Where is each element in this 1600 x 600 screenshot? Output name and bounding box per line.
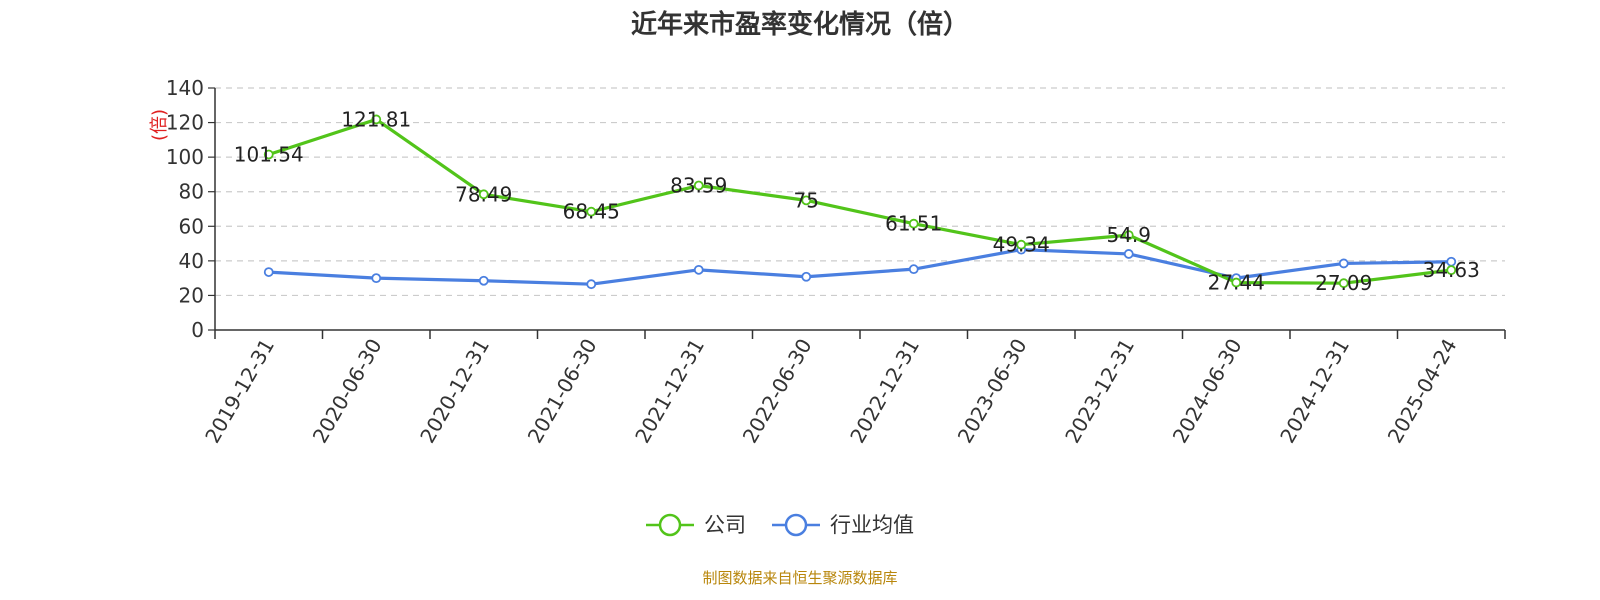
series-1-point[interactable]: [1123, 249, 1134, 259]
series-1-point[interactable]: [478, 275, 489, 286]
source-note: 制图数据来自恒生聚源数据库: [702, 569, 897, 587]
y-tick-label: 60: [179, 214, 204, 238]
series-0-point[interactable]: [263, 149, 274, 160]
series-0-point[interactable]: [371, 114, 382, 125]
series-1-point[interactable]: [586, 279, 597, 290]
series-1-point[interactable]: [693, 264, 704, 275]
y-tick-label: 120: [166, 111, 204, 135]
series-1-point[interactable]: [801, 271, 812, 282]
legend-item-1[interactable]: 行业均值: [772, 513, 914, 537]
series-1-point[interactable]: [1338, 258, 1349, 269]
series-0-point[interactable]: [1016, 239, 1027, 250]
x-tick-label: 2019-12-31: [200, 335, 279, 448]
y-tick-label: 40: [179, 249, 204, 273]
legend-marker: [658, 513, 682, 537]
data-label: 101.54: [234, 142, 304, 166]
y-tick-label: 140: [166, 76, 204, 100]
data-labels: 101.54 121.81 78.49 68.45 83.59 75 61.51 49.34 5…: [234, 107, 1480, 295]
legend: 公司 行业均值: [646, 513, 914, 537]
series-0-point[interactable]: [478, 189, 489, 200]
legend-label: 行业均值: [830, 513, 914, 537]
series-0-point[interactable]: [1446, 265, 1457, 276]
data-label: 75: [794, 188, 819, 212]
series-0-point[interactable]: [1338, 278, 1349, 289]
series-0-point[interactable]: [908, 218, 919, 229]
data-label: 78.49: [455, 182, 512, 206]
series-line-1: [268, 248, 1452, 286]
data-label: 34.63: [1423, 258, 1480, 282]
y-tick-label: 0: [191, 318, 204, 342]
x-tick-label: 2020-06-30: [308, 335, 387, 448]
series-0-point[interactable]: [693, 180, 704, 191]
x-tick-label: 2021-12-31: [630, 335, 709, 448]
series-1-point[interactable]: [908, 264, 919, 275]
x-tick-label: 2023-12-31: [1060, 335, 1139, 448]
series-0-point[interactable]: [1123, 230, 1134, 241]
x-tick-label: 2022-12-31: [845, 335, 924, 448]
legend-item-0[interactable]: 公司: [646, 513, 746, 537]
data-label: 68.45: [563, 200, 620, 224]
series-1-point[interactable]: [371, 273, 382, 284]
data-label: 61.51: [885, 212, 942, 236]
y-unit-label: (倍): [149, 109, 170, 141]
data-label: 49.34: [993, 233, 1050, 257]
x-tick-label: 2024-12-31: [1275, 335, 1354, 448]
chart-title: 近年来市盈率变化情况（倍）: [631, 9, 969, 40]
legend-marker: [784, 513, 808, 537]
series-layer: [263, 114, 1457, 290]
x-tick-label: 2025-04-24: [1383, 335, 1462, 448]
x-tick-label: 2022-06-30: [738, 335, 817, 448]
x-tick-label: 2021-06-30: [523, 335, 602, 448]
y-tick-label: 100: [166, 145, 204, 169]
data-label: 121.81: [341, 107, 411, 131]
y-tick-label: 80: [179, 180, 204, 204]
series-0-point[interactable]: [801, 195, 812, 206]
x-tick-label: 2024-06-30: [1168, 335, 1247, 448]
data-label: 27.09: [1315, 271, 1372, 295]
y-tick-label: 20: [179, 283, 204, 307]
data-label: 83.59: [670, 174, 727, 198]
x-tick-label: 2020-12-31: [415, 335, 494, 448]
x-tick-label: 2023-06-30: [953, 335, 1032, 448]
legend-label: 公司: [704, 513, 746, 537]
series-line-0: [268, 117, 1452, 285]
series-1-point[interactable]: [263, 267, 274, 277]
axes: 0 20 40 60 80 100 120 140 2019-12-31 2020-06-30 20…: [166, 76, 1506, 448]
data-label: 27.44: [1208, 271, 1265, 295]
series-0-point[interactable]: [586, 206, 597, 217]
series-0-point[interactable]: [1231, 277, 1242, 288]
data-label: 54.9: [1106, 223, 1151, 247]
